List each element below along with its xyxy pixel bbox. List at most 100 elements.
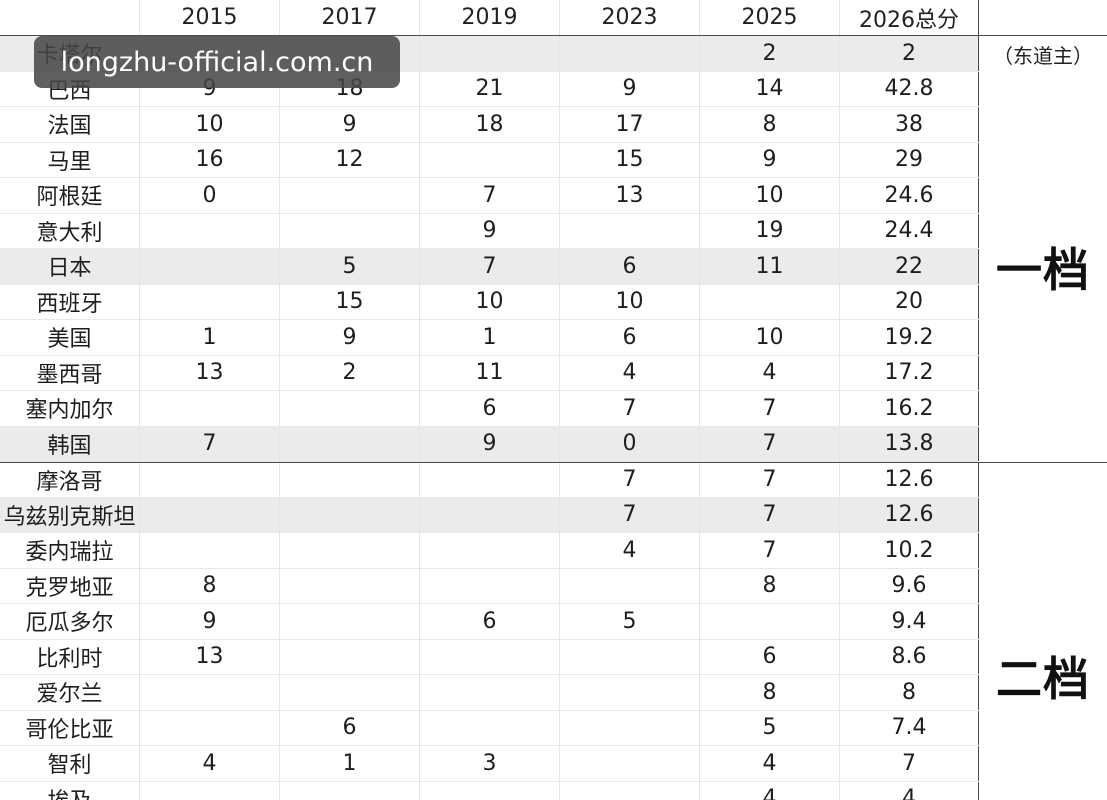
score-2025: 11 [700,249,840,284]
score-2025: 4 [700,355,840,390]
country-name: 法国 [0,107,140,142]
country-name: 埃及 [0,781,140,800]
score-2023: 6 [560,320,700,355]
table-row: 摩洛哥 7 7 12.6 [0,462,979,498]
tier-2-column: 二档 [979,462,1107,800]
country-name: 委内瑞拉 [0,533,140,568]
tier-2-label: 二档 [996,651,1090,706]
score-2019 [420,497,560,532]
score-2015 [140,533,280,568]
total-2026: 8.6 [840,639,979,674]
table-row: 马里 16 12 15 9 29 [0,142,979,178]
score-2025: 8 [700,107,840,142]
country-name: 爱尔兰 [0,675,140,710]
country-name: 墨西哥 [0,355,140,390]
score-2015: 13 [140,355,280,390]
score-2023: 5 [560,604,700,639]
score-2015: 13 [140,639,280,674]
score-2017 [280,568,420,603]
score-2015 [140,463,280,497]
table-header: 2015 2017 2019 2023 2025 2026总分 [0,0,1107,36]
score-2015: 8 [140,568,280,603]
score-2025: 7 [700,497,840,532]
score-2023 [560,639,700,674]
score-2017 [280,497,420,532]
score-2017: 6 [280,710,420,745]
score-2019 [420,36,560,71]
score-2019: 21 [420,71,560,106]
table-row: 乌兹别克斯坦 7 7 12.6 [0,497,979,533]
total-2026: 38 [840,107,979,142]
tier-1-column: 一档 [979,72,1107,462]
total-2026: 7 [840,746,979,781]
country-name: 厄瓜多尔 [0,604,140,639]
score-2019: 6 [420,604,560,639]
country-name: 摩洛哥 [0,463,140,497]
country-name: 哥伦比亚 [0,710,140,745]
score-2025: 19 [700,213,840,248]
table-row: 哥伦比亚 6 5 7.4 [0,710,979,746]
table-row: 比利时 13 6 8.6 [0,639,979,675]
table-row: 阿根廷 0 7 13 10 24.6 [0,178,979,214]
score-2019: 7 [420,178,560,213]
country-name: 比利时 [0,639,140,674]
score-2023: 4 [560,355,700,390]
host-note: （东道主） [993,43,1093,68]
total-2026: 7.4 [840,710,979,745]
country-name: 马里 [0,142,140,177]
score-2025: 5 [700,710,840,745]
total-2026: 42.8 [840,71,979,106]
score-2017: 12 [280,142,420,177]
country-name: 美国 [0,320,140,355]
score-2019 [420,463,560,497]
score-2019: 6 [420,391,560,426]
score-2023: 10 [560,284,700,319]
table-row: 美国 1 9 1 6 10 19.2 [0,320,979,356]
score-2025: 7 [700,391,840,426]
table-row: 墨西哥 13 2 11 4 4 17.2 [0,355,979,391]
score-2019 [420,639,560,674]
header-year-2017: 2017 [280,0,420,35]
score-2015 [140,249,280,284]
total-2026: 10.2 [840,533,979,568]
table-row: 法国 10 9 18 17 8 38 [0,107,979,143]
country-name: 克罗地亚 [0,568,140,603]
score-2023 [560,568,700,603]
total-2026: 9.4 [840,604,979,639]
score-2023 [560,213,700,248]
score-2017 [280,533,420,568]
score-2019 [420,675,560,710]
score-2017 [280,213,420,248]
score-2025: 6 [700,639,840,674]
country-name: 日本 [0,249,140,284]
watermark-overlay: longzhu-official.com.cn [34,36,400,88]
score-2023: 7 [560,391,700,426]
header-name-cell [0,0,140,35]
score-2019: 9 [420,426,560,461]
score-2015: 1 [140,320,280,355]
score-2017: 5 [280,249,420,284]
country-name: 韩国 [0,426,140,461]
score-2019: 7 [420,249,560,284]
score-2015 [140,710,280,745]
country-name: 西班牙 [0,284,140,319]
total-2026: 12.6 [840,463,979,497]
score-2019: 1 [420,320,560,355]
country-name: 塞内加尔 [0,391,140,426]
table-row: 厄瓜多尔 9 6 5 9.4 [0,604,979,640]
total-2026: 16.2 [840,391,979,426]
table-row: 委内瑞拉 4 7 10.2 [0,533,979,569]
table-row: 克罗地亚 8 8 9.6 [0,568,979,604]
score-2025: 9 [700,142,840,177]
table-row: 智利 4 1 3 4 7 [0,746,979,782]
score-2023: 7 [560,497,700,532]
score-2025: 4 [700,746,840,781]
total-2026: 22 [840,249,979,284]
score-2015 [140,781,280,800]
score-2025: 4 [700,781,840,800]
country-name: 阿根廷 [0,178,140,213]
score-2023 [560,36,700,71]
table-row: 爱尔兰 8 8 [0,675,979,711]
score-2023 [560,710,700,745]
